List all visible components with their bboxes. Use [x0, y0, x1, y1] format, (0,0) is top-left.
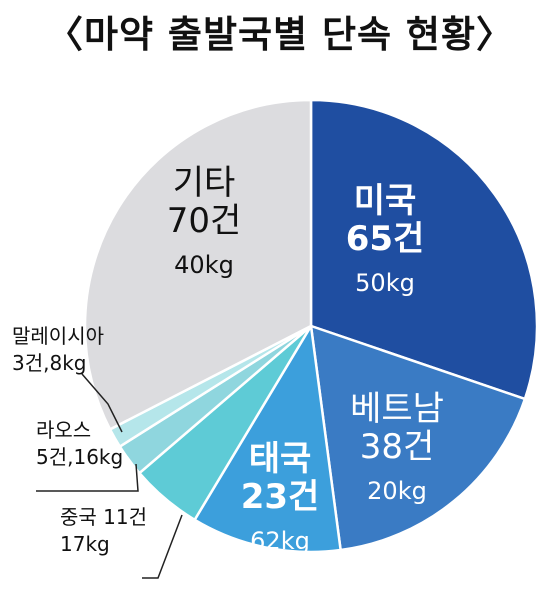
slice-label-laos-line2: 5건,16kg: [36, 445, 123, 469]
slice-label-usa-name: 미국: [354, 181, 417, 221]
chart-title: 〈마약 출발국별 단속 현황〉: [45, 13, 515, 56]
slice-label-usa-cases: 65건: [346, 219, 425, 259]
slice-label-malaysia-line1: 말레이시아: [12, 324, 104, 348]
slice-label-china-line2: 17kg: [60, 532, 110, 556]
pie-slice-other: [83, 98, 313, 432]
slice-label-thailand-weight: 62kg: [250, 527, 310, 555]
slice-label-vietnam-cases: 38건: [360, 427, 435, 467]
slice-label-other-cases: 70건: [167, 201, 242, 241]
slice-label-usa-weight: 50kg: [355, 269, 415, 297]
slice-label-vietnam-name: 베트남: [350, 389, 444, 429]
slice-label-malaysia-line2: 3건,8kg: [12, 351, 86, 375]
leader-line-china: [142, 514, 183, 579]
slice-label-other-weight: 40kg: [174, 251, 234, 279]
slice-label-thailand-name: 태국: [249, 439, 312, 479]
pie-slice-thailand: [192, 322, 343, 554]
pie-slice-vietnam: [309, 324, 527, 552]
leader-line-malaysia: [81, 373, 123, 433]
leader-lines: [36, 373, 183, 579]
pie-slices: [83, 98, 539, 554]
pie-slice-usa: [309, 98, 539, 401]
slice-label-vietnam-weight: 20kg: [367, 477, 427, 505]
slice-label-laos-line1: 라오스: [36, 418, 91, 442]
slice-label-other-name: 기타: [173, 163, 236, 203]
slice-label-china-line1: 중국 11건: [60, 505, 147, 529]
slice-label-thailand-cases: 23건: [241, 477, 320, 517]
leader-line-laos: [36, 463, 139, 492]
